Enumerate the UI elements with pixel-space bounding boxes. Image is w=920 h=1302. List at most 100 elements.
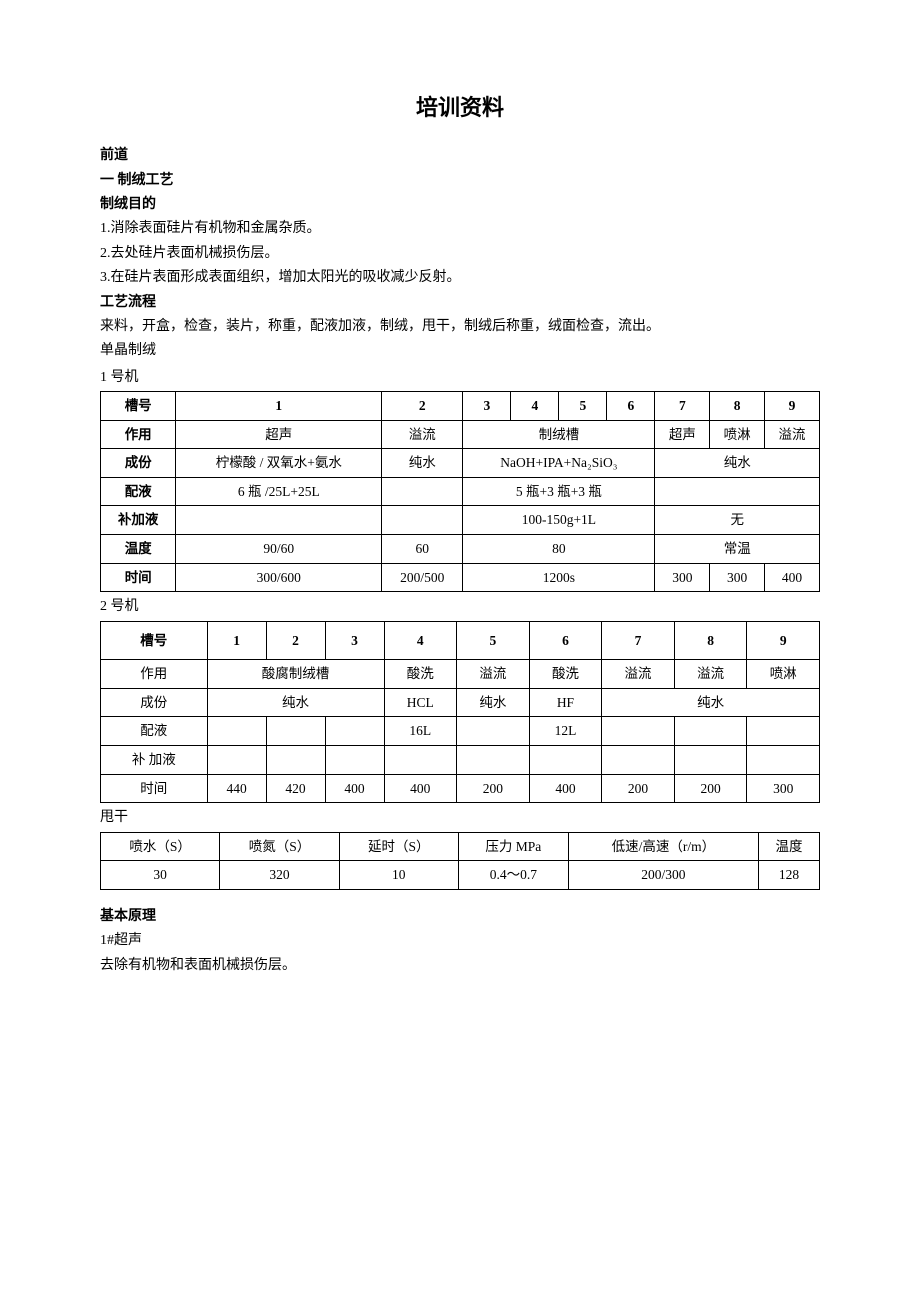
t1-temp-1: 90/60 [176, 535, 382, 564]
t2-comp-7-9: 纯水 [602, 688, 820, 717]
t2-comp-label: 成份 [101, 688, 208, 717]
t2-mix-7 [602, 717, 675, 746]
preface-h1: 前道 [100, 145, 820, 167]
t2-add-8 [674, 746, 747, 775]
t2-mix-4: 16L [384, 717, 457, 746]
t1-time-8: 300 [710, 563, 765, 592]
footer-heading: 基本原理 [100, 906, 820, 928]
t1-mix-3-6: 5 瓶+3 瓶+3 瓶 [463, 477, 655, 506]
t2-time-7: 200 [602, 774, 675, 803]
t1-slot-3: 3 [463, 392, 511, 421]
table-row: 作用 酸腐制绒槽 酸洗 溢流 酸洗 溢流 溢流 喷淋 [101, 660, 820, 689]
t2-add-5 [457, 746, 530, 775]
t2-slot-9: 9 [747, 621, 820, 660]
t1-time-1: 300/600 [176, 563, 382, 592]
t1-comp-1: 柠檬酸 / 双氧水+氨水 [176, 449, 382, 478]
t2-comp-4: HCL [384, 688, 457, 717]
t3-v-6: 128 [759, 861, 820, 890]
table-machine-2: 槽号 1 2 3 4 5 6 7 8 9 作用 酸腐制绒槽 酸洗 溢流 酸洗 溢… [100, 621, 820, 804]
t2-mix-3 [325, 717, 384, 746]
t2-slot-4: 4 [384, 621, 457, 660]
t2-time-8: 200 [674, 774, 747, 803]
t2-comp-6: HF [529, 688, 602, 717]
t2-slot-8: 8 [674, 621, 747, 660]
t2-mix-9 [747, 717, 820, 746]
t1-use-8: 喷淋 [710, 420, 765, 449]
t2-use-4: 酸洗 [384, 660, 457, 689]
footer-line-1: 1#超声 [100, 930, 820, 952]
table-row: 喷水（S） 喷氮（S） 延时（S） 压力 MPa 低速/高速（r/m） 温度 [101, 832, 820, 861]
table-row: 槽号 1 2 3 4 5 6 7 8 9 [101, 621, 820, 660]
t3-v-4: 0.4～0.7 [458, 861, 568, 890]
table-row: 时间 440 420 400 400 200 400 200 200 300 [101, 774, 820, 803]
t1-mix-2 [382, 477, 463, 506]
footer-line-2: 去除有机物和表面机械损伤层。 [100, 955, 820, 977]
t2-comp-5: 纯水 [457, 688, 530, 717]
table-row: 30 320 10 0.4～0.7 200/300 128 [101, 861, 820, 890]
t1-add-1 [176, 506, 382, 535]
table2-caption: 2 号机 [100, 596, 820, 618]
t2-slot-6: 6 [529, 621, 602, 660]
t2-time-9: 300 [747, 774, 820, 803]
t2-time-5: 200 [457, 774, 530, 803]
table-machine-1: 槽号 1 2 3 4 5 6 7 8 9 作用 超声 溢流 制绒槽 超声 喷淋 … [100, 391, 820, 592]
t2-add-7 [602, 746, 675, 775]
t2-mix-label: 配液 [101, 717, 208, 746]
t1-use-label: 作用 [101, 420, 176, 449]
t3-h-2: 喷氮（S） [220, 832, 339, 861]
t2-comp-1-3: 纯水 [207, 688, 384, 717]
t1-temp-label: 温度 [101, 535, 176, 564]
t2-slot-label: 槽号 [101, 621, 208, 660]
t1-time-label: 时间 [101, 563, 176, 592]
t3-v-2: 320 [220, 861, 339, 890]
t3-v-5: 200/300 [568, 861, 758, 890]
t2-add-1 [207, 746, 266, 775]
table-row: 配液 16L 12L [101, 717, 820, 746]
t1-use-2: 溢流 [382, 420, 463, 449]
t3-h-3: 延时（S） [339, 832, 458, 861]
t1-slot-2: 2 [382, 392, 463, 421]
t1-slot-9: 9 [765, 392, 820, 421]
t3-v-1: 30 [101, 861, 220, 890]
t2-use-1-3: 酸腐制绒槽 [207, 660, 384, 689]
t2-time-4: 400 [384, 774, 457, 803]
t1-comp-label: 成份 [101, 449, 176, 478]
table3-caption: 甩干 [100, 807, 820, 829]
table-row: 槽号 1 2 3 4 5 6 7 8 9 [101, 392, 820, 421]
t2-add-2 [266, 746, 325, 775]
t1-comp-7-9: 纯水 [655, 449, 820, 478]
t1-use-3-6: 制绒槽 [463, 420, 655, 449]
t2-add-6 [529, 746, 602, 775]
t3-h-5: 低速/高速（r/m） [568, 832, 758, 861]
table-row: 补加液 100-150g+1L 无 [101, 506, 820, 535]
table1-caption: 1 号机 [100, 367, 820, 389]
t1-use-1: 超声 [176, 420, 382, 449]
t1-add-2 [382, 506, 463, 535]
t1-slot-8: 8 [710, 392, 765, 421]
t2-use-5: 溢流 [457, 660, 530, 689]
table-spin-dry: 喷水（S） 喷氮（S） 延时（S） 压力 MPa 低速/高速（r/m） 温度 3… [100, 832, 820, 890]
table-row: 补 加液 [101, 746, 820, 775]
table-row: 作用 超声 溢流 制绒槽 超声 喷淋 溢流 [101, 420, 820, 449]
table-row: 成份 柠檬酸 / 双氧水+氨水 纯水 NaOH+IPA+Na₂SiO₃ 纯水 [101, 449, 820, 478]
table-row: 成份 纯水 HCL 纯水 HF 纯水 [101, 688, 820, 717]
t2-use-9: 喷淋 [747, 660, 820, 689]
t1-mix-1: 6 瓶 /25L+25L [176, 477, 382, 506]
t1-slot-1: 1 [176, 392, 382, 421]
preface-line-3: 3.在硅片表面形成表面组织，增加太阳光的吸收减少反射。 [100, 267, 820, 289]
t2-use-7: 溢流 [602, 660, 675, 689]
t1-use-9: 溢流 [765, 420, 820, 449]
t2-use-6: 酸洗 [529, 660, 602, 689]
t2-mix-6: 12L [529, 717, 602, 746]
flow-heading: 工艺流程 [100, 292, 820, 314]
t1-time-9: 400 [765, 563, 820, 592]
t1-mix-7-9 [655, 477, 820, 506]
t2-slot-3: 3 [325, 621, 384, 660]
t3-h-1: 喷水（S） [101, 832, 220, 861]
t1-temp-3-6: 80 [463, 535, 655, 564]
t1-slot-7: 7 [655, 392, 710, 421]
t1-comp-3-6: NaOH+IPA+Na₂SiO₃ [463, 449, 655, 478]
doc-title: 培训资料 [100, 90, 820, 125]
t1-add-3-6: 100-150g+1L [463, 506, 655, 535]
t2-time-2: 420 [266, 774, 325, 803]
